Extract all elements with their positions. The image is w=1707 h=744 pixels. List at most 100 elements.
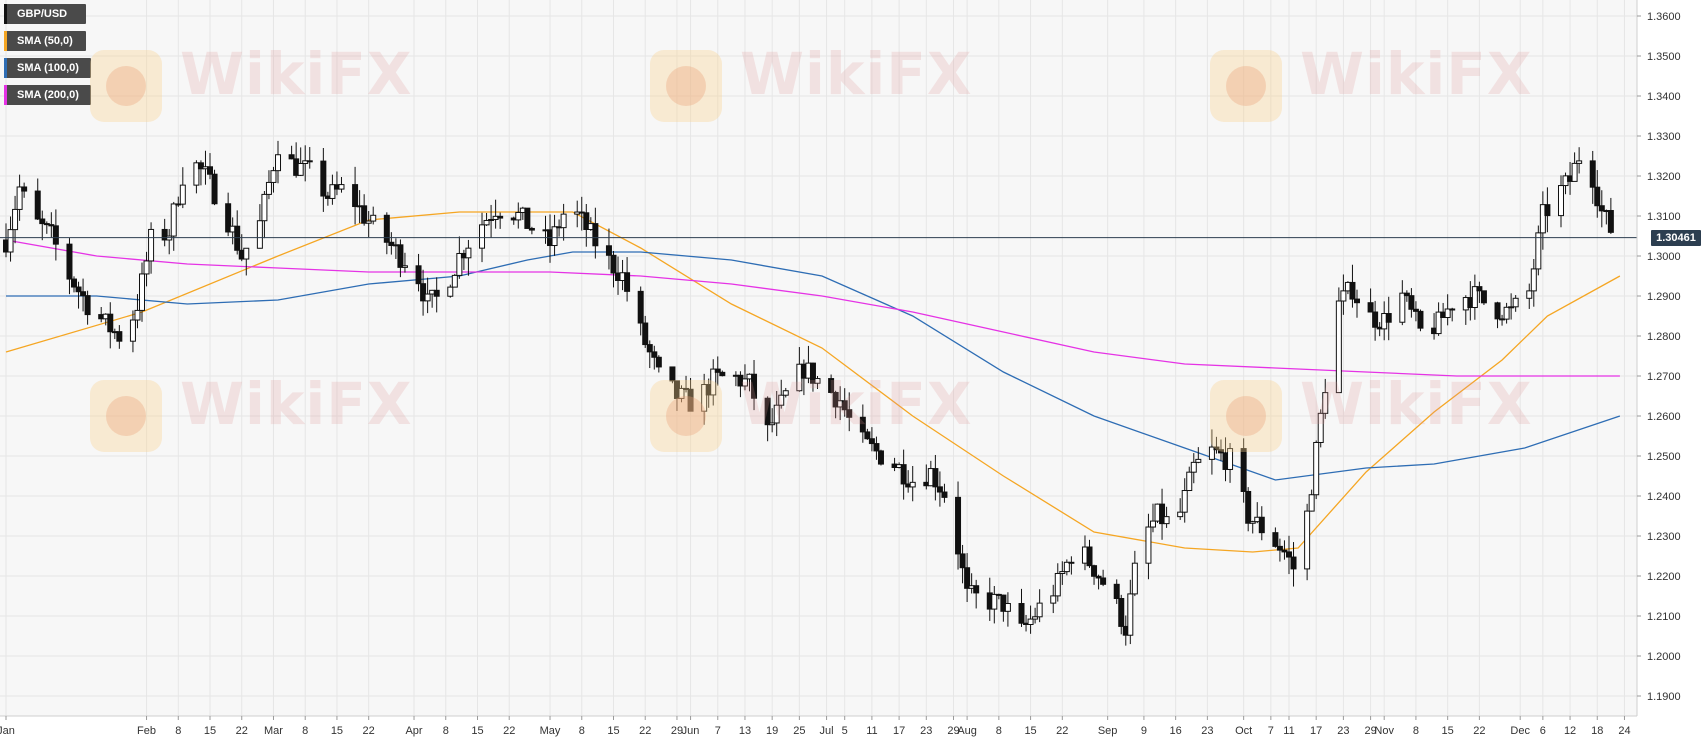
x-tick-label: 6	[1540, 725, 1546, 737]
candle-bearish	[932, 468, 939, 488]
y-tick-label: 1.2700	[1647, 371, 1681, 383]
candle-bearish	[592, 223, 599, 247]
candle-bearish	[107, 313, 114, 333]
candle-bullish	[148, 228, 155, 262]
x-tick-label: 22	[639, 725, 651, 737]
x-tick-label: 9	[1141, 725, 1147, 737]
x-tick-label: 11	[1283, 725, 1294, 737]
x-tick-label: 8	[1413, 725, 1419, 737]
candle-bearish	[80, 291, 87, 297]
candle-bullish	[1313, 441, 1320, 496]
candle-bearish	[828, 378, 835, 393]
candle-bullish	[710, 368, 717, 396]
candle-bearish	[973, 585, 980, 594]
candle-bullish	[1340, 290, 1347, 302]
candle-bearish	[1100, 577, 1107, 585]
candle-bullish	[1127, 593, 1134, 636]
legend-item-sma100[interactable]: SMA (100,0)	[4, 58, 91, 78]
current-price-badge: 1.30461	[1651, 229, 1701, 246]
candle-bullish	[129, 319, 136, 342]
x-tick-label: Dec	[1510, 725, 1530, 737]
candle-bullish	[1208, 446, 1215, 460]
candle-bullish	[456, 252, 463, 276]
candle-bullish	[265, 181, 272, 195]
candle-bearish	[116, 331, 123, 342]
candle-bearish	[583, 212, 590, 230]
x-tick-label: Jan	[0, 725, 15, 737]
candle-bearish	[610, 254, 617, 274]
candle-bearish	[1217, 449, 1224, 454]
x-tick-label: 13	[739, 725, 751, 737]
legend-item-sma200[interactable]: SMA (200,0)	[4, 85, 91, 105]
candle-bullish	[1308, 494, 1315, 512]
candle-bearish	[941, 491, 948, 498]
candle-bullish	[134, 309, 141, 321]
candle-bullish	[991, 593, 998, 610]
candle-bearish	[959, 553, 966, 569]
candle-bullish	[365, 220, 372, 224]
candle-bullish	[451, 274, 458, 288]
candle-bullish	[1177, 511, 1184, 518]
candle-bearish	[415, 265, 422, 285]
x-tick-label: 15	[607, 725, 619, 737]
candle-bearish	[637, 290, 644, 324]
candle-bullish	[1322, 392, 1329, 414]
candle-bearish	[1276, 545, 1283, 551]
candle-bearish	[207, 166, 214, 175]
legend-label: SMA (200,0)	[17, 89, 79, 101]
x-tick-label: 8	[302, 725, 308, 737]
candle-bearish	[955, 496, 962, 555]
candle-bullish	[1530, 268, 1537, 292]
x-tick-label: 22	[1056, 725, 1068, 737]
x-tick-label: 7	[1268, 725, 1274, 737]
candle-bearish	[524, 207, 531, 229]
candle-bearish	[1213, 446, 1220, 451]
candle-bearish	[1118, 598, 1125, 627]
candle-bullish	[329, 184, 336, 199]
candle-bearish	[624, 272, 631, 292]
x-tick-label: 23	[1337, 725, 1349, 737]
candle-bullish	[1059, 571, 1066, 574]
candle-bullish	[424, 293, 431, 302]
candle-bearish	[306, 160, 313, 163]
candle-bearish	[388, 241, 395, 246]
candle-bearish	[605, 245, 612, 256]
y-tick-label: 1.1900	[1647, 691, 1681, 703]
candle-bearish	[1018, 603, 1025, 624]
candle-bearish	[383, 214, 390, 243]
candle-bullish	[370, 214, 377, 222]
sma-200-line	[5, 239, 1620, 377]
candle-bearish	[288, 154, 295, 160]
candle-bullish	[1054, 572, 1061, 597]
candle-bullish	[1249, 521, 1256, 524]
legend: GBP/USD SMA (50,0) SMA (100,0) SMA (200,…	[4, 4, 91, 112]
candle-bullish	[256, 220, 263, 249]
legend-item-sma50[interactable]: SMA (50,0)	[4, 31, 86, 51]
candle-bearish	[197, 162, 204, 170]
candle-bearish	[864, 431, 871, 440]
x-tick-label: 23	[920, 725, 932, 737]
candle-bearish	[687, 388, 694, 412]
candle-bearish	[39, 218, 46, 225]
candle-bullish	[243, 247, 250, 260]
candle-bullish	[16, 186, 23, 210]
x-tick-label: 15	[471, 725, 483, 737]
candle-bearish	[936, 486, 943, 493]
candle-bullish	[1227, 448, 1234, 470]
candle-bearish	[528, 227, 535, 231]
candle-bearish	[642, 322, 649, 346]
candle-bearish	[352, 184, 359, 208]
candle-bullish	[701, 384, 708, 412]
y-tick-label: 1.2800	[1647, 331, 1681, 343]
candle-bullish	[773, 404, 780, 424]
y-tick-label: 1.2200	[1647, 571, 1681, 583]
candle-bullish	[1435, 311, 1442, 335]
candle-bearish	[1594, 186, 1601, 207]
y-tick-label: 1.3100	[1647, 211, 1681, 223]
candle-bearish	[846, 409, 853, 418]
candle-bullish	[1503, 306, 1510, 320]
candle-bullish	[1508, 306, 1515, 309]
sma-100-line	[6, 251, 1621, 481]
legend-item-gbpusd[interactable]: GBP/USD	[4, 4, 86, 24]
